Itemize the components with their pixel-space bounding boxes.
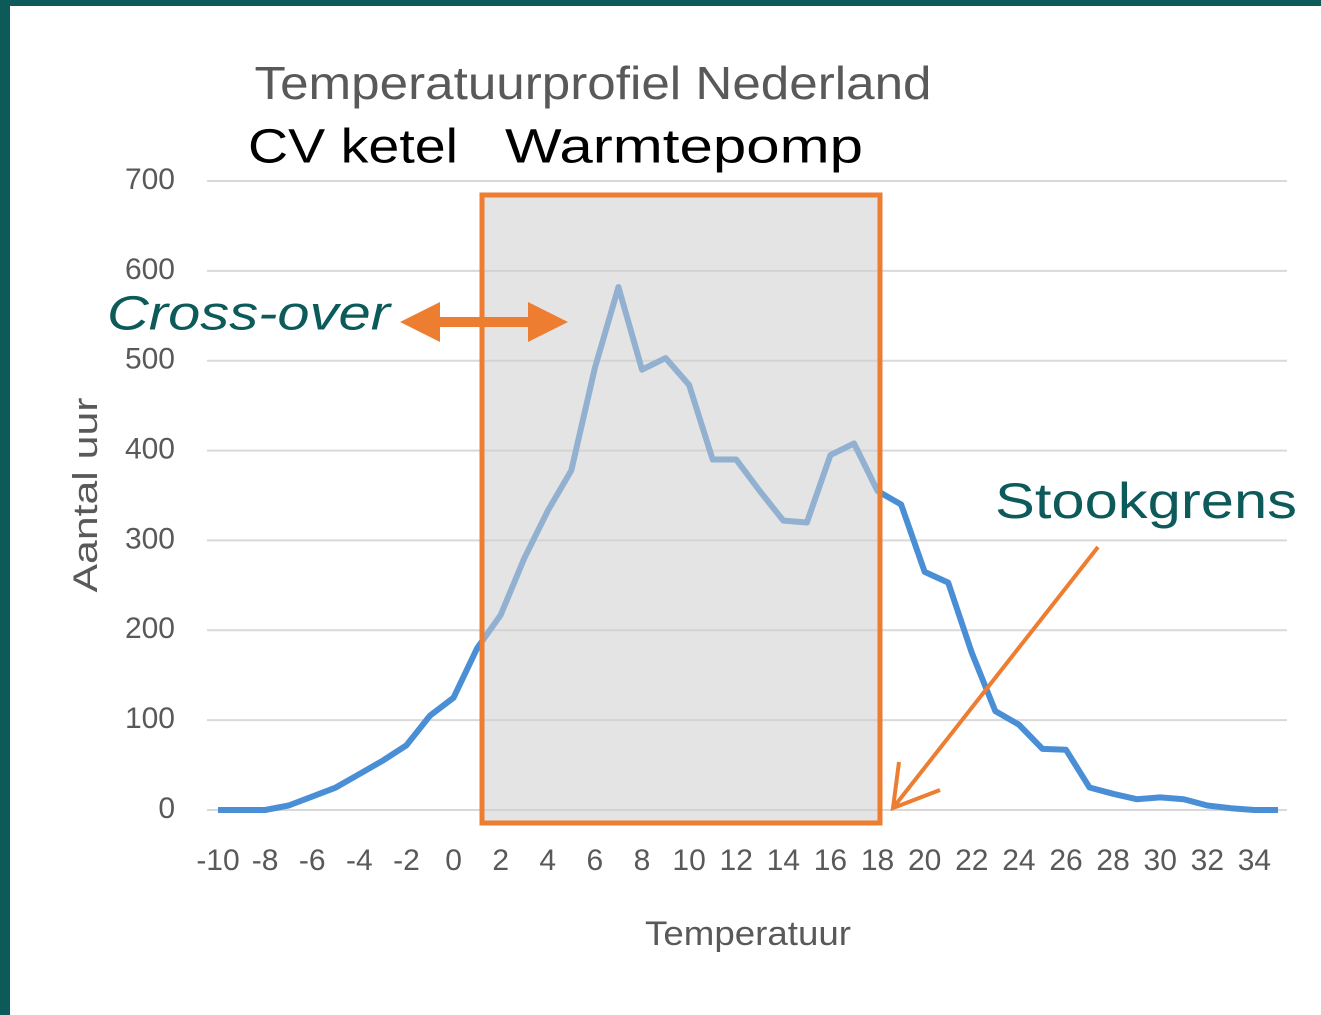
x-tick-label: -8 <box>252 844 279 877</box>
x-tick-label: 20 <box>908 844 941 877</box>
x-tick-label: 12 <box>720 844 753 877</box>
y-tick-label: 0 <box>158 792 175 825</box>
x-tick-label: 14 <box>767 844 800 877</box>
x-tick-label: 22 <box>955 844 988 877</box>
x-tick-label: -10 <box>196 844 239 877</box>
chart-title: Temperatuurprofiel Nederland <box>255 57 932 109</box>
y-tick-label: 100 <box>125 702 175 735</box>
x-tick-label: -4 <box>346 844 373 877</box>
heatpump-zone <box>479 192 883 826</box>
y-tick-label: 400 <box>125 432 175 465</box>
x-tick-label: 8 <box>634 844 651 877</box>
x-tick-label: 6 <box>587 844 604 877</box>
x-tick-label: 18 <box>861 844 894 877</box>
x-tick-label: 24 <box>1002 844 1035 877</box>
y-axis-title: Aantal uur <box>67 398 105 593</box>
x-tick-label: 10 <box>672 844 705 877</box>
x-tick-label: 30 <box>1144 844 1177 877</box>
y-tick-label: 500 <box>125 343 175 376</box>
x-tick-label: 28 <box>1096 844 1129 877</box>
y-tick-label: 300 <box>125 522 175 555</box>
x-axis-title: Temperatuur <box>645 915 851 953</box>
limit-arrow <box>891 545 1100 810</box>
x-tick-label: 26 <box>1049 844 1082 877</box>
annotation: Stookgrens <box>995 473 1297 529</box>
y-tick-label: 600 <box>125 253 175 286</box>
x-tick-label: 0 <box>445 844 462 877</box>
x-tick-label: 16 <box>814 844 847 877</box>
limit-arrow-head <box>890 761 941 812</box>
x-tick-label: 2 <box>492 844 509 877</box>
x-tick-label: 32 <box>1191 844 1224 877</box>
x-tick-label: -2 <box>393 844 420 877</box>
y-tick-label: 700 <box>125 163 175 196</box>
x-tick-label: 4 <box>539 844 556 877</box>
x-tick-label: -6 <box>299 844 326 877</box>
annotation: Cross-over <box>107 288 392 341</box>
y-tick-label: 200 <box>125 612 175 645</box>
annotation: CV ketel <box>248 121 458 174</box>
x-tick-label: 34 <box>1238 844 1271 877</box>
annotation: Warmtepomp <box>505 121 863 174</box>
